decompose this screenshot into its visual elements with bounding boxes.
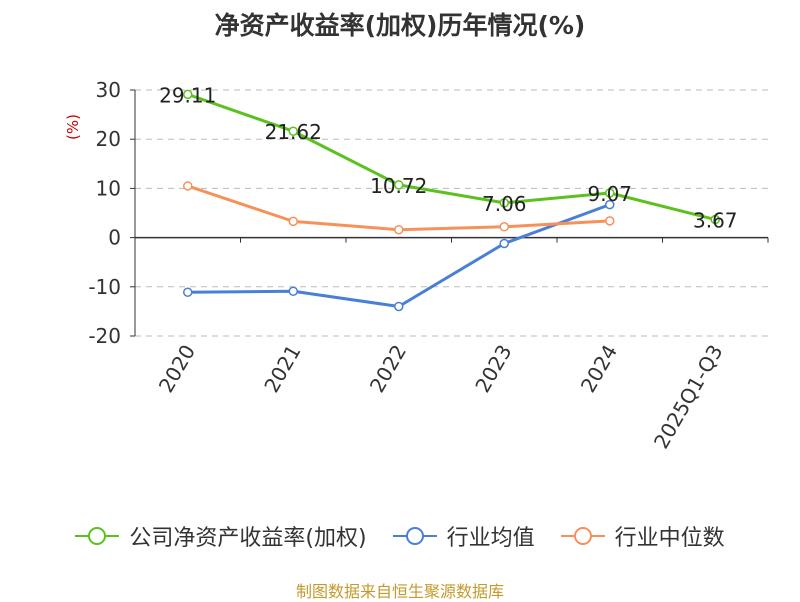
series-point-2 bbox=[288, 216, 298, 227]
series-point-2 bbox=[499, 222, 509, 232]
source-note: 制图数据来自恒生聚源数据库 bbox=[295, 582, 504, 601]
legend: 公司净资产收益率(加权) 行业均值 行业中位数 bbox=[0, 520, 800, 552]
series-point-2 bbox=[605, 216, 615, 226]
series-point-1 bbox=[288, 286, 298, 296]
y-tick-label: 20 bbox=[96, 127, 121, 151]
series-point-0 bbox=[499, 198, 509, 208]
series-point-1 bbox=[605, 199, 615, 210]
legend-label: 行业均值 bbox=[446, 526, 535, 551]
series-line-1 bbox=[187, 203, 611, 308]
y-tick-label: -20 bbox=[88, 324, 121, 348]
x-tick-label: 2022 bbox=[365, 341, 411, 397]
x-tick-label: 2021 bbox=[259, 341, 305, 397]
y-tick-label: 30 bbox=[96, 78, 121, 102]
series-point-0 bbox=[183, 89, 193, 100]
y-axis-label: (%) bbox=[64, 114, 82, 140]
series-point-0 bbox=[288, 126, 298, 136]
chart-title: 净资产收益率(加权)历年情况(%) bbox=[214, 11, 586, 40]
x-tick-label: 2020 bbox=[154, 341, 200, 397]
axis-layer: 30 20 10 0 -10 -20 (%) 2020 2021 2022 2023 2024 2025… bbox=[64, 78, 769, 453]
x-tick-label: 2025Q1-Q3 bbox=[649, 341, 728, 453]
roe-line-chart: 30 20 10 0 -10 -20 (%) 2020 2021 2022 2023 2024 2025… bbox=[64, 78, 769, 453]
legend-marker-icon bbox=[560, 527, 605, 545]
data-label: 7.06 bbox=[482, 192, 527, 216]
data-label-layer: 29.11 21.62 10.72 7.06 9.07 3.67 bbox=[159, 83, 737, 232]
y-tick-label: 0 bbox=[108, 226, 121, 250]
data-label: 10.72 bbox=[370, 174, 427, 198]
data-label: 29.11 bbox=[159, 83, 216, 107]
data-label: 3.67 bbox=[693, 209, 738, 233]
series-line-0 bbox=[187, 92, 716, 221]
data-label: 9.07 bbox=[587, 182, 632, 206]
series-point-2 bbox=[183, 181, 193, 191]
series-point-0 bbox=[710, 214, 720, 225]
series-layer bbox=[183, 89, 720, 312]
y-tick-label: -10 bbox=[88, 275, 121, 299]
series-point-2 bbox=[394, 224, 404, 235]
legend-item-1[interactable]: 行业均值 bbox=[392, 520, 535, 552]
legend-label: 公司净资产收益率(加权) bbox=[129, 526, 367, 551]
legend-item-2[interactable]: 行业中位数 bbox=[560, 520, 725, 552]
x-tick-label: 2024 bbox=[576, 341, 622, 397]
series-point-1 bbox=[183, 287, 193, 297]
y-tick-label: 10 bbox=[96, 176, 121, 200]
data-label: 21.62 bbox=[265, 120, 322, 144]
legend-item-0[interactable]: 公司净资产收益率(加权) bbox=[75, 520, 367, 552]
legend-label: 行业中位数 bbox=[614, 526, 725, 551]
series-point-1 bbox=[394, 301, 404, 312]
legend-marker-icon bbox=[75, 527, 120, 545]
series-point-1 bbox=[499, 238, 509, 249]
series-point-0 bbox=[394, 180, 404, 190]
series-point-0 bbox=[605, 188, 615, 198]
grid-layer bbox=[135, 89, 768, 337]
legend-marker-icon bbox=[392, 527, 437, 545]
x-tick-label: 2023 bbox=[470, 341, 516, 397]
